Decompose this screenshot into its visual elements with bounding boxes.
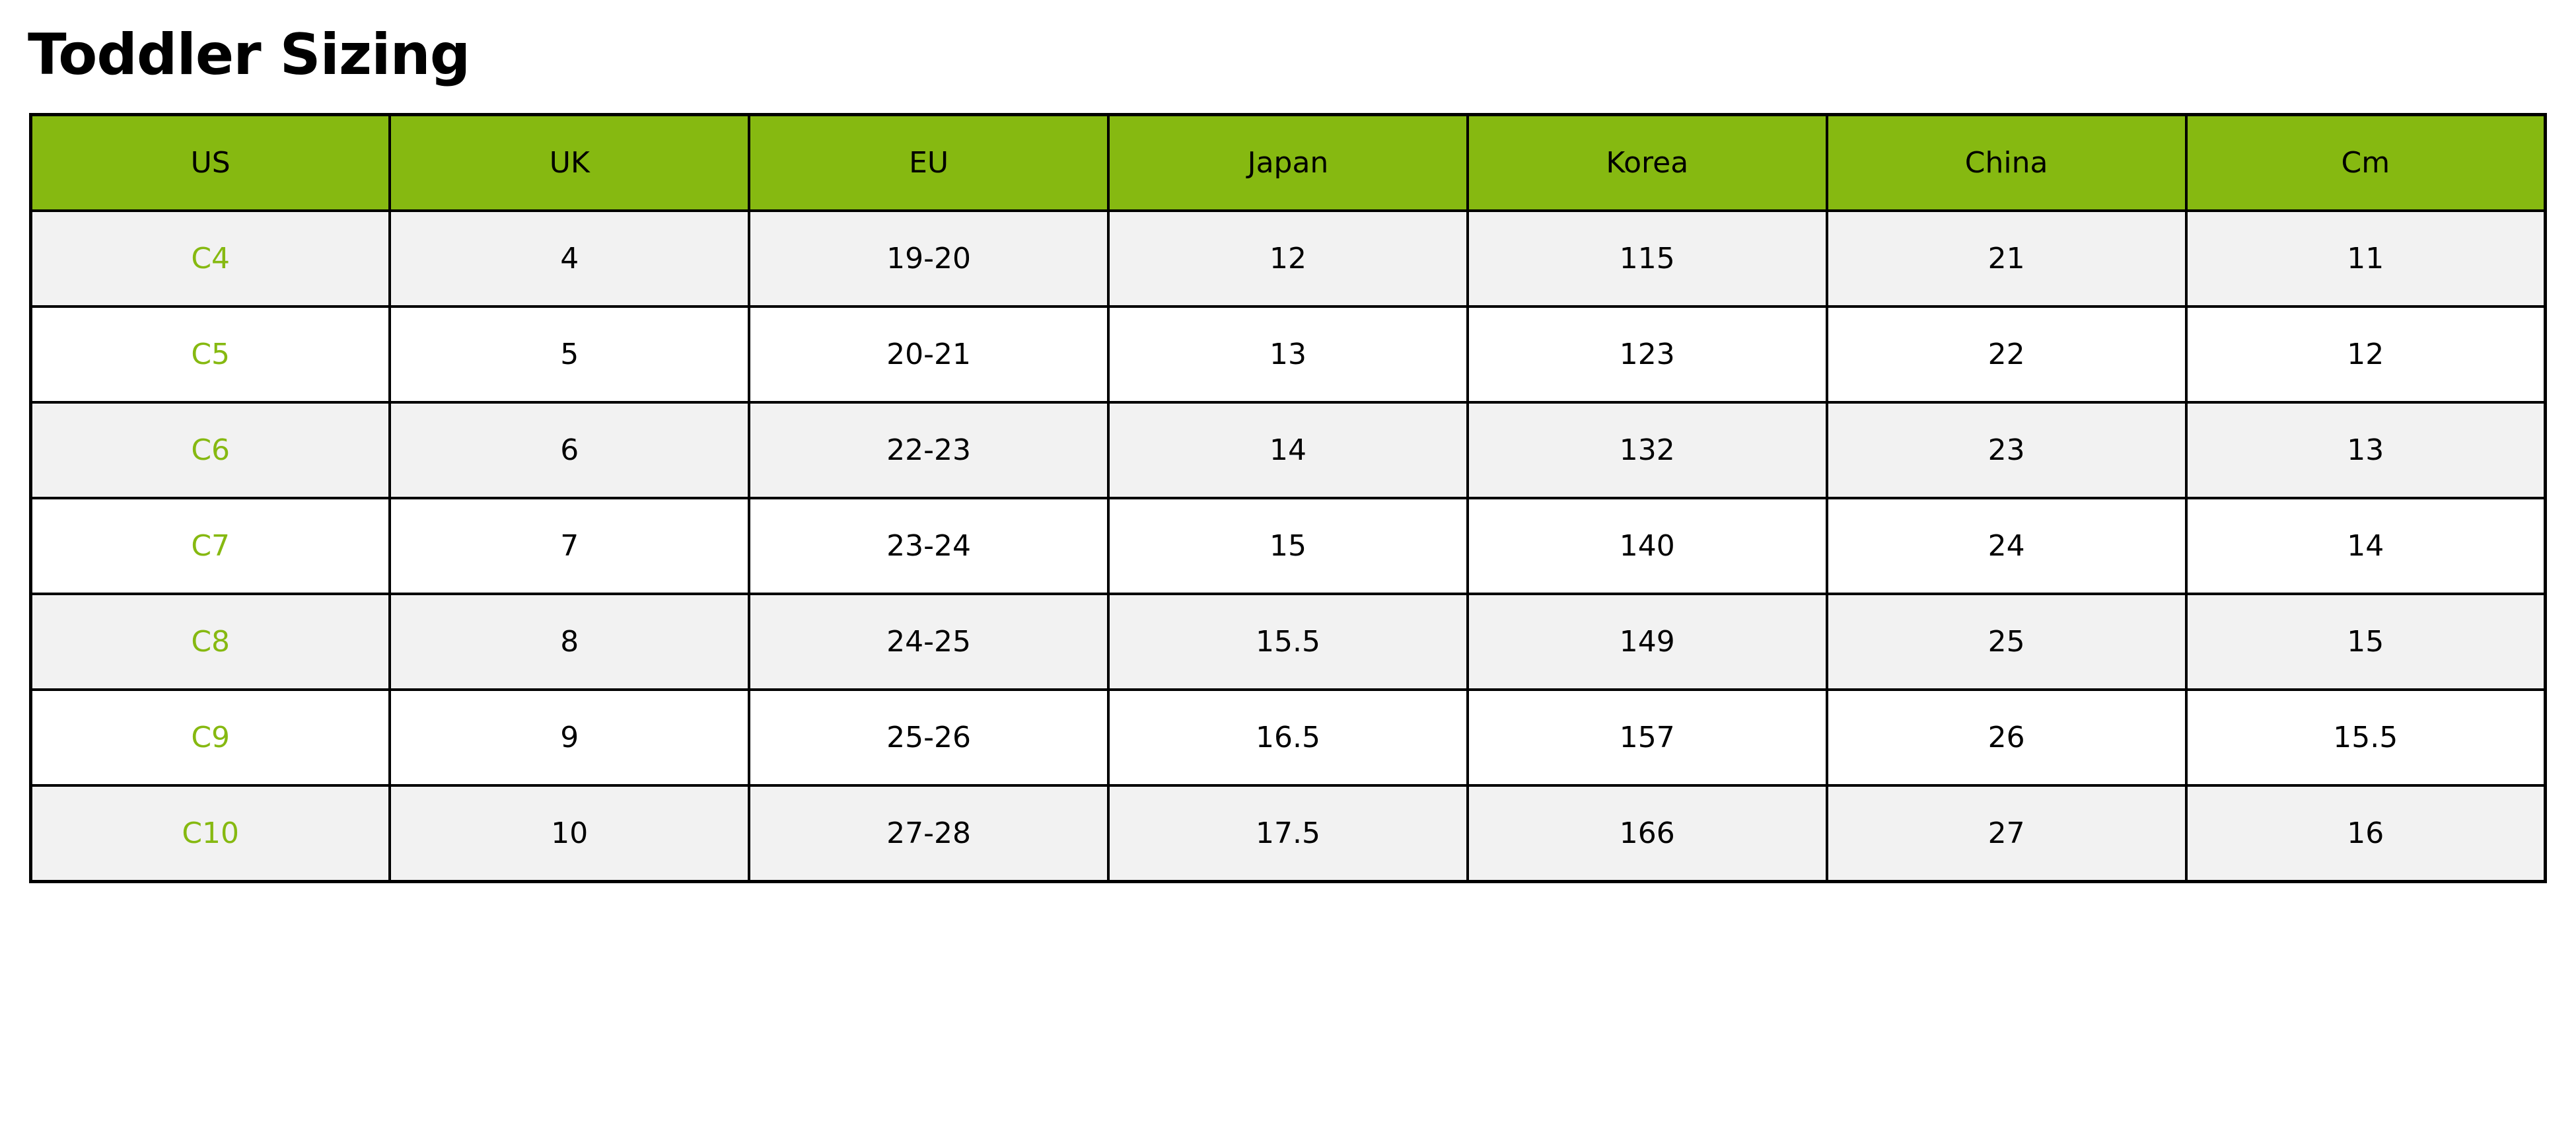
cell-us: C5 (29, 305, 392, 404)
table-row: C10 10 27-28 17.5 166 27 16 (29, 784, 2547, 883)
cell-cm: 15.5 (2184, 688, 2547, 787)
cell-eu: 23-24 (748, 497, 1110, 595)
cell-japan: 14 (1107, 401, 1469, 499)
cell-cm: 16 (2184, 784, 2547, 883)
cell-eu: 27-28 (748, 784, 1110, 883)
table-row: C6 6 22-23 14 132 23 13 (29, 401, 2547, 499)
cell-uk: 5 (388, 305, 751, 404)
cell-korea: 132 (1466, 401, 1828, 499)
table-row: C4 4 19-20 12 115 21 11 (29, 209, 2547, 308)
cell-uk: 4 (388, 209, 751, 308)
cell-japan: 12 (1107, 209, 1469, 308)
cell-cm: 11 (2184, 209, 2547, 308)
table-header-row: US UK EU Japan Korea China Cm (29, 113, 2547, 212)
cell-cm: 14 (2184, 497, 2547, 595)
cell-china: 24 (1825, 497, 2188, 595)
cell-uk: 8 (388, 593, 751, 691)
cell-us: C10 (29, 784, 392, 883)
table-row: C5 5 20-21 13 123 22 12 (29, 305, 2547, 404)
cell-uk: 7 (388, 497, 751, 595)
cell-eu: 22-23 (748, 401, 1110, 499)
table-row: C7 7 23-24 15 140 24 14 (29, 497, 2547, 595)
column-header-korea: Korea (1466, 113, 1828, 212)
cell-eu: 24-25 (748, 593, 1110, 691)
size-chart-table: US UK EU Japan Korea China Cm C4 4 19-20 12 115 21 1… (29, 113, 2547, 883)
cell-us: C9 (29, 688, 392, 787)
cell-cm: 15 (2184, 593, 2547, 691)
cell-korea: 123 (1466, 305, 1828, 404)
cell-us: C8 (29, 593, 392, 691)
cell-china: 22 (1825, 305, 2188, 404)
cell-us: C4 (29, 209, 392, 308)
cell-eu: 25-26 (748, 688, 1110, 787)
cell-korea: 166 (1466, 784, 1828, 883)
table-row: C9 9 25-26 16.5 157 26 15.5 (29, 688, 2547, 787)
cell-japan: 13 (1107, 305, 1469, 404)
column-header-uk: UK (388, 113, 751, 212)
cell-korea: 115 (1466, 209, 1828, 308)
cell-china: 23 (1825, 401, 2188, 499)
table-row: C8 8 24-25 15.5 149 25 15 (29, 593, 2547, 691)
cell-china: 25 (1825, 593, 2188, 691)
cell-korea: 149 (1466, 593, 1828, 691)
page-title: Toddler Sizing (28, 22, 470, 88)
cell-uk: 9 (388, 688, 751, 787)
column-header-cm: Cm (2184, 113, 2547, 212)
cell-japan: 17.5 (1107, 784, 1469, 883)
cell-korea: 140 (1466, 497, 1828, 595)
cell-eu: 20-21 (748, 305, 1110, 404)
column-header-eu: EU (748, 113, 1110, 212)
cell-korea: 157 (1466, 688, 1828, 787)
column-header-us: US (29, 113, 392, 212)
cell-uk: 6 (388, 401, 751, 499)
cell-cm: 13 (2184, 401, 2547, 499)
cell-japan: 15.5 (1107, 593, 1469, 691)
cell-china: 27 (1825, 784, 2188, 883)
cell-uk: 10 (388, 784, 751, 883)
cell-japan: 15 (1107, 497, 1469, 595)
column-header-japan: Japan (1107, 113, 1469, 212)
cell-china: 26 (1825, 688, 2188, 787)
cell-eu: 19-20 (748, 209, 1110, 308)
cell-cm: 12 (2184, 305, 2547, 404)
cell-china: 21 (1825, 209, 2188, 308)
cell-us: C6 (29, 401, 392, 499)
column-header-china: China (1825, 113, 2188, 212)
cell-japan: 16.5 (1107, 688, 1469, 787)
table-body: C4 4 19-20 12 115 21 11 C5 5 20-21 13 123 22 12 C6 6 22-… (29, 209, 2547, 883)
cell-us: C7 (29, 497, 392, 595)
